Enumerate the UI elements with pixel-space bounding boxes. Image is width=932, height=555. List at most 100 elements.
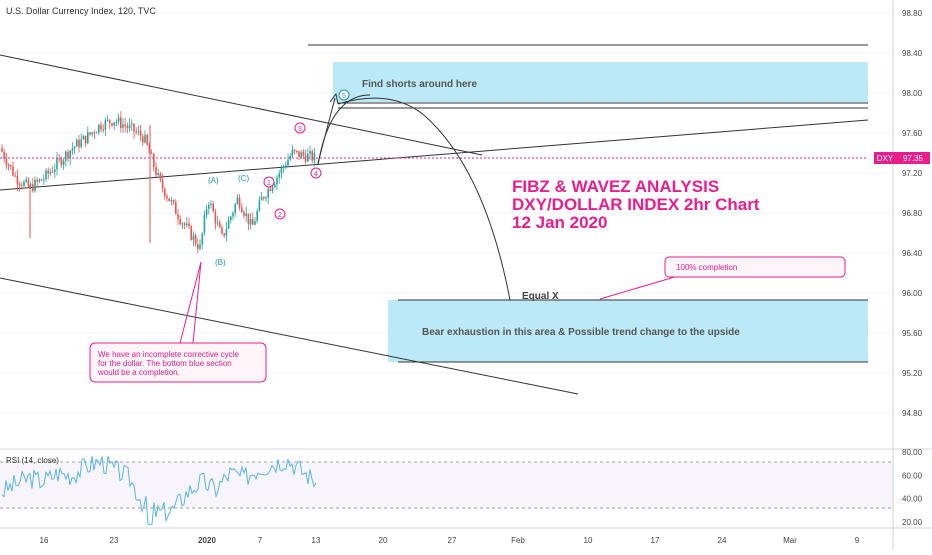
candle bbox=[212, 203, 214, 212]
candle bbox=[243, 212, 245, 216]
last-symbol-text: DXY bbox=[877, 154, 894, 163]
candle bbox=[186, 223, 188, 225]
candle bbox=[181, 223, 184, 225]
candle bbox=[54, 169, 56, 172]
candle bbox=[32, 184, 34, 192]
symbol-header[interactable]: U.S. Dollar Currency Index, 120, TVC bbox=[6, 6, 156, 16]
time-tick: Mar bbox=[783, 536, 797, 545]
candle bbox=[238, 197, 241, 208]
wave-5-badge: 5 bbox=[338, 89, 350, 101]
candle bbox=[113, 122, 115, 126]
completion-callout[interactable] bbox=[664, 256, 846, 278]
candle bbox=[282, 166, 285, 168]
candle bbox=[78, 139, 80, 148]
wave-5-label: 5 bbox=[342, 93, 346, 100]
candle bbox=[34, 179, 36, 192]
candle bbox=[216, 222, 219, 224]
candle bbox=[148, 144, 151, 153]
candle bbox=[210, 203, 212, 205]
candle bbox=[144, 134, 146, 143]
price-tick: 97.20 bbox=[902, 169, 923, 178]
time-tick: 2020 bbox=[198, 536, 216, 545]
candle bbox=[87, 132, 89, 144]
candle bbox=[5, 158, 8, 166]
price-axis[interactable]: 98.80 98.40 98.00 97.60 97.20 96.80 96.40 96.00… bbox=[902, 9, 923, 418]
cycle-callout[interactable] bbox=[89, 342, 267, 383]
candle bbox=[300, 152, 302, 158]
candle bbox=[51, 171, 54, 173]
candle bbox=[76, 139, 78, 147]
arrow-head bbox=[329, 92, 339, 105]
candle bbox=[56, 158, 58, 170]
time-tick: 24 bbox=[718, 536, 727, 545]
candle bbox=[170, 200, 173, 202]
candle bbox=[71, 148, 74, 151]
candle bbox=[80, 139, 82, 148]
candle bbox=[214, 211, 217, 224]
rsi-label: RSI (14, close) bbox=[6, 456, 59, 465]
candle bbox=[29, 184, 32, 187]
candle bbox=[150, 152, 153, 154]
candle bbox=[168, 198, 170, 202]
wave-2-label: 2 bbox=[278, 212, 282, 219]
candle bbox=[120, 117, 122, 128]
candle bbox=[18, 184, 21, 186]
candle bbox=[291, 149, 294, 156]
time-axis[interactable]: 16 23 2020 7 13 20 27 Feb 10 17 24 Mar 9 bbox=[40, 536, 860, 545]
candle bbox=[219, 222, 221, 228]
wave-a-label: (A) bbox=[208, 176, 219, 185]
candle bbox=[285, 165, 287, 167]
price-tick: 96.00 bbox=[902, 289, 923, 298]
candle bbox=[38, 179, 41, 182]
short-zone-label: Find shorts around here bbox=[362, 79, 477, 90]
price-tick: 98.40 bbox=[902, 49, 923, 58]
candle bbox=[247, 213, 250, 225]
candle bbox=[254, 221, 256, 225]
candle bbox=[313, 152, 316, 161]
candle bbox=[60, 158, 63, 166]
rsi-tick: 80.00 bbox=[902, 448, 923, 457]
candle bbox=[73, 146, 76, 149]
time-tick: 7 bbox=[258, 536, 263, 545]
candle bbox=[267, 188, 269, 198]
target-zone-label: Bear exhaustion in this area & Possible … bbox=[422, 327, 740, 338]
candle bbox=[21, 185, 23, 187]
candle bbox=[126, 126, 129, 129]
candle bbox=[271, 187, 274, 191]
candle bbox=[192, 235, 195, 240]
candle bbox=[166, 196, 168, 199]
candle bbox=[122, 124, 124, 128]
candle bbox=[183, 223, 186, 225]
time-tick: 10 bbox=[584, 536, 593, 545]
time-tick: 27 bbox=[448, 536, 457, 545]
rsi-axis: 80.00 60.00 40.00 20.00 bbox=[902, 448, 923, 527]
price-tick: 95.20 bbox=[902, 369, 923, 378]
candle bbox=[43, 179, 45, 181]
candle bbox=[296, 150, 298, 152]
candle bbox=[62, 160, 65, 166]
candle bbox=[232, 212, 234, 217]
candle bbox=[23, 181, 25, 186]
candle bbox=[276, 177, 278, 185]
candle bbox=[199, 244, 201, 249]
candle bbox=[139, 131, 142, 137]
projection-arrow bbox=[317, 97, 336, 164]
candle bbox=[225, 228, 228, 236]
candle bbox=[102, 129, 104, 131]
last-price-text: 97.35 bbox=[903, 154, 924, 163]
candle bbox=[155, 166, 157, 175]
completion-callout-text: 100% completion bbox=[676, 263, 737, 272]
candle bbox=[100, 124, 102, 130]
candle bbox=[58, 158, 60, 160]
candle bbox=[260, 197, 263, 201]
candle bbox=[14, 175, 16, 177]
candle bbox=[36, 179, 38, 182]
price-tick: 95.60 bbox=[902, 329, 923, 338]
candle bbox=[49, 171, 52, 174]
upper-trendline bbox=[0, 54, 483, 156]
candle bbox=[137, 131, 140, 133]
candle bbox=[10, 165, 12, 167]
candle bbox=[208, 204, 210, 209]
rsi-tick: 60.00 bbox=[902, 471, 923, 480]
